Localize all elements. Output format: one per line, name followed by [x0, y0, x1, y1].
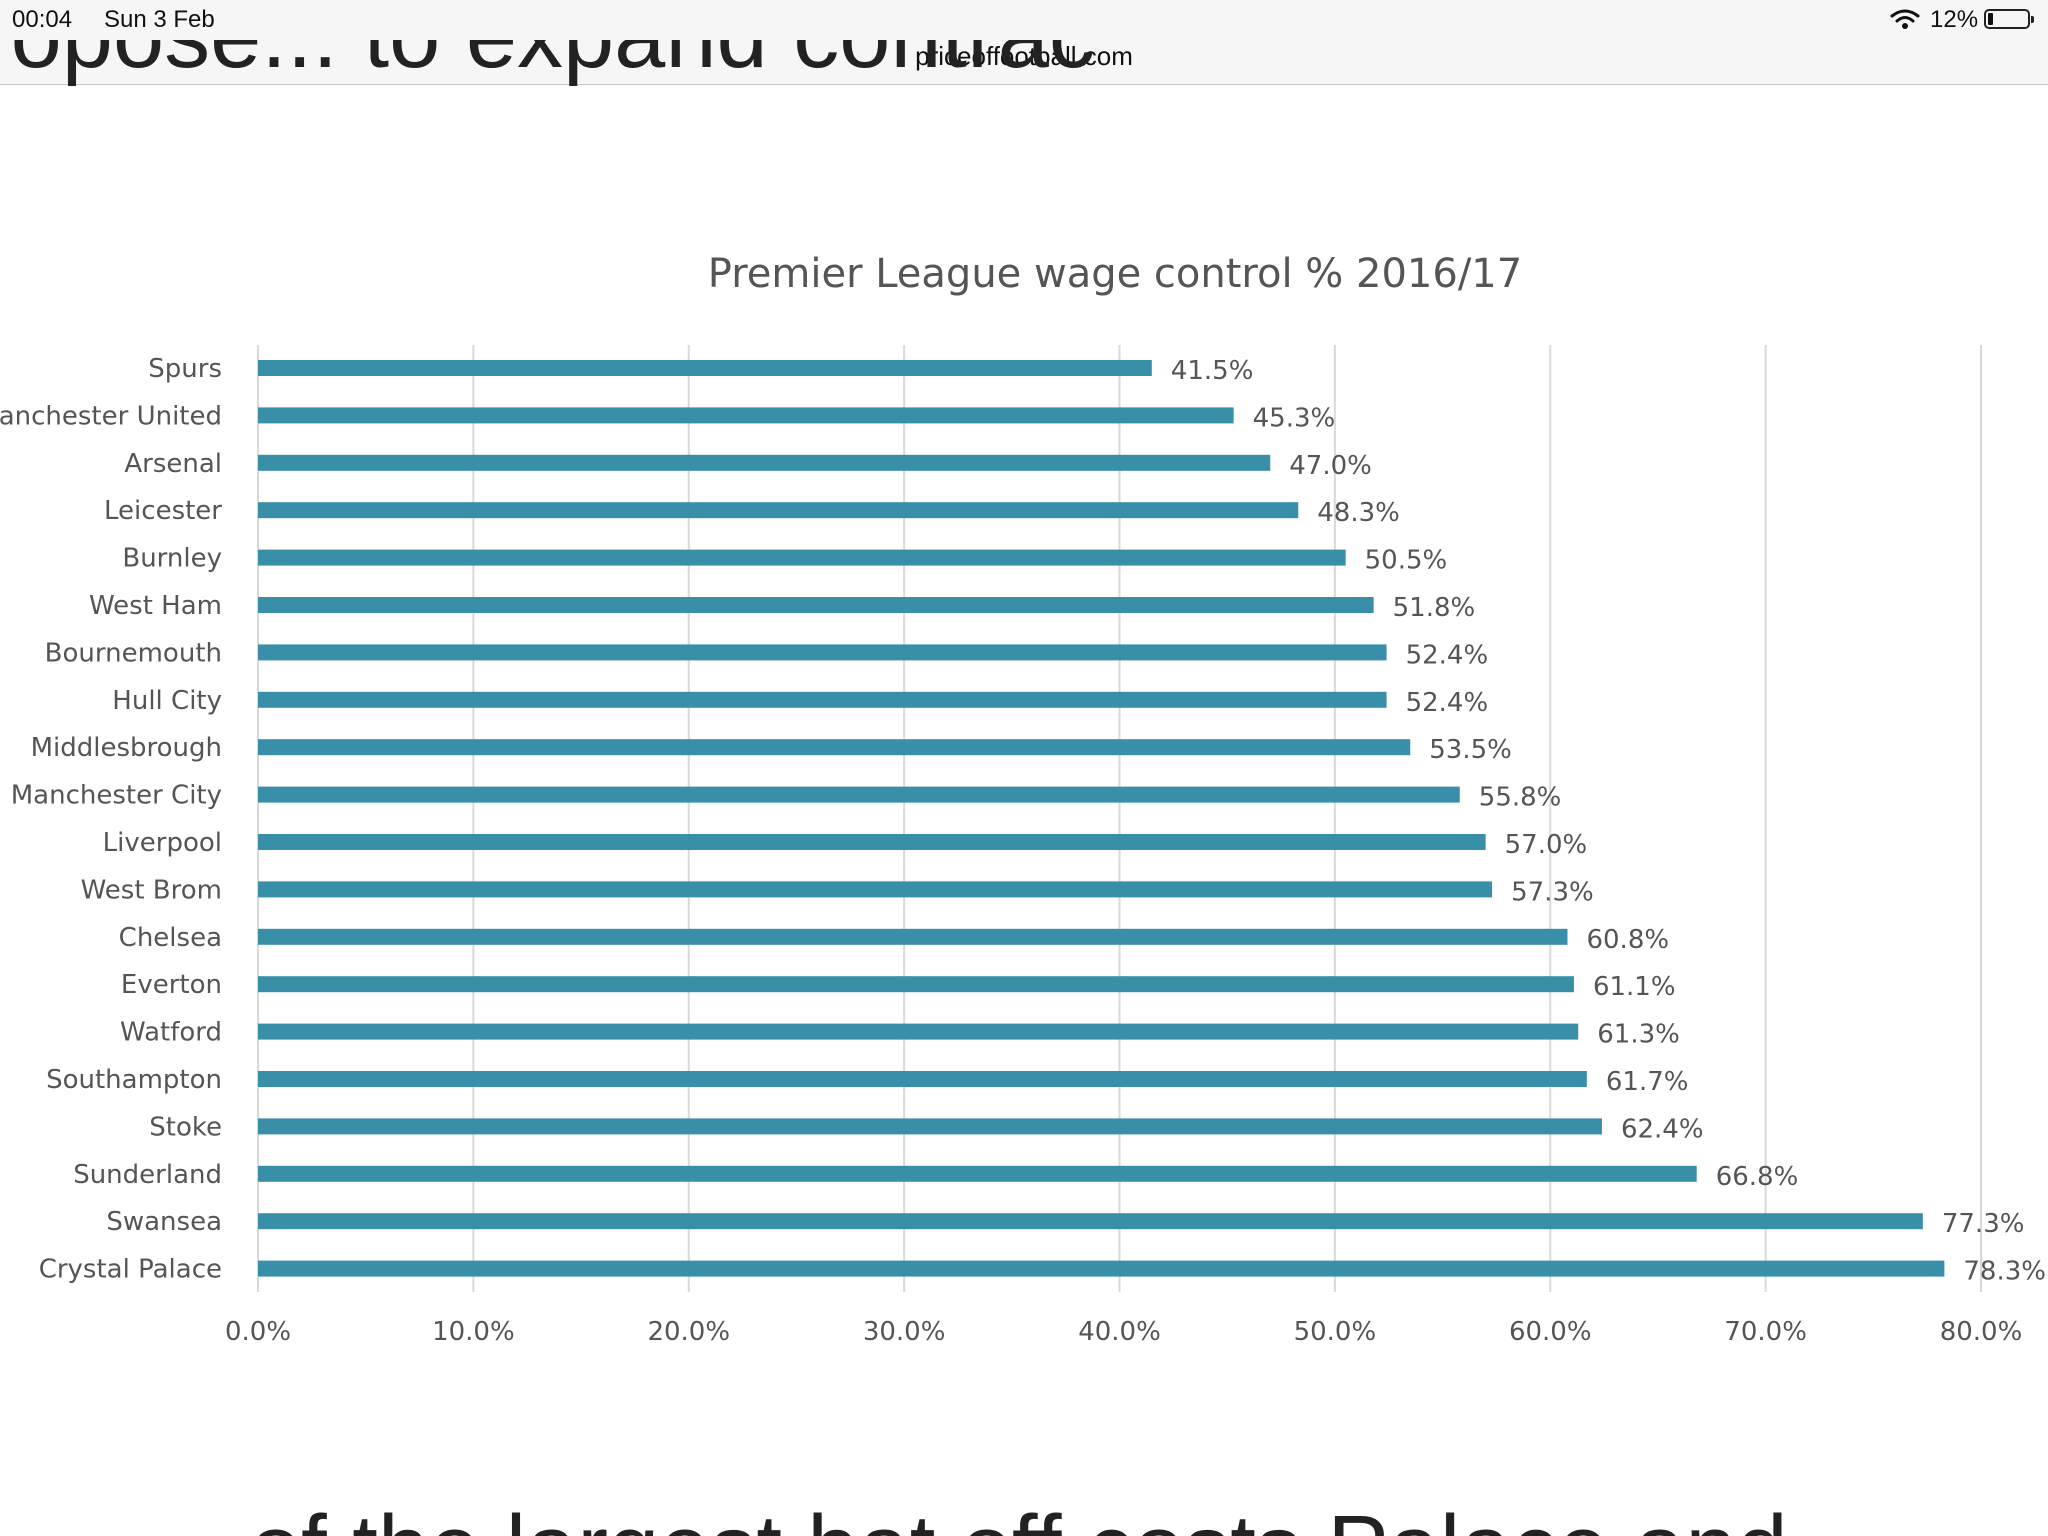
bar: [258, 1023, 1579, 1040]
category-labels: Spurs Manchester United Arsenal Leicester Bu…: [0, 354, 222, 1285]
bar: [258, 881, 1493, 898]
data-label: 60.8%: [1586, 925, 1669, 955]
x-tick-label: 20.0%: [647, 1317, 730, 1347]
status-date: Sun 3 Feb: [104, 6, 215, 33]
bar: [258, 549, 1346, 566]
bar: [258, 644, 1387, 661]
gridlines: [257, 345, 1982, 1292]
x-tick-label: 10.0%: [432, 1317, 515, 1347]
bar: [258, 407, 1234, 424]
data-label: 53.5%: [1429, 735, 1512, 765]
data-label: 61.1%: [1593, 972, 1676, 1002]
battery-percentage: 12%: [1930, 6, 1979, 33]
category-label: West Brom: [81, 875, 222, 905]
data-label: 51.8%: [1393, 593, 1476, 623]
category-label: Chelsea: [119, 923, 222, 953]
category-label: Manchester City: [11, 781, 222, 811]
address-bar-url[interactable]: priceoffootball.com: [915, 41, 1133, 71]
data-label: 77.3%: [1942, 1209, 2025, 1239]
category-label: Leicester: [104, 496, 222, 526]
x-tick-label: 40.0%: [1078, 1317, 1161, 1347]
value-labels: 41.5% 45.3% 47.0% 48.3% 50.5% 51.8% 52.4% 52.4%…: [1171, 356, 2046, 1287]
data-label: 78.3%: [1963, 1257, 2046, 1287]
category-label: Middlesbrough: [31, 733, 222, 763]
data-label: 41.5%: [1171, 356, 1254, 386]
category-label: Everton: [121, 970, 222, 1000]
category-label: West Ham: [89, 591, 222, 621]
data-label: 52.4%: [1406, 640, 1489, 670]
data-label: 47.0%: [1289, 451, 1372, 481]
bar: [258, 502, 1299, 519]
x-tick-label: 60.0%: [1509, 1317, 1592, 1347]
x-tick-label: 0.0%: [225, 1317, 291, 1347]
category-label: Southampton: [46, 1065, 222, 1095]
data-label: 50.5%: [1365, 546, 1448, 576]
wifi-icon: [1890, 9, 1920, 29]
bar: [258, 1165, 1697, 1182]
x-tick-label: 50.0%: [1294, 1317, 1377, 1347]
bar: [258, 1260, 1945, 1277]
category-label: Hull City: [112, 686, 222, 716]
data-label: 57.0%: [1505, 830, 1588, 860]
x-tick-label: 80.0%: [1940, 1317, 2023, 1347]
category-label: Stoke: [149, 1112, 222, 1142]
category-label: Burnley: [122, 544, 222, 574]
bar: [258, 739, 1411, 756]
data-label: 62.4%: [1621, 1114, 1704, 1144]
bar: [258, 1213, 1923, 1230]
status-bar: 00:04 Sun 3 Feb priceoffootball.com 12%: [0, 0, 2048, 85]
bar: [258, 1118, 1602, 1135]
status-time: 00:04: [12, 6, 73, 33]
category-label: Watford: [120, 1018, 222, 1048]
category-label: Bournemouth: [45, 638, 222, 668]
chart-title: Premier League wage control % 2016/17: [708, 251, 1522, 297]
x-tick-label: 30.0%: [863, 1317, 946, 1347]
category-label: Sunderland: [73, 1160, 222, 1190]
category-label: Spurs: [148, 354, 222, 384]
battery-icon: [1984, 9, 2034, 29]
data-label: 66.8%: [1716, 1162, 1799, 1192]
category-label: Swansea: [106, 1207, 222, 1237]
data-label: 52.4%: [1406, 688, 1489, 718]
bar: [258, 597, 1374, 613]
bar: [258, 454, 1271, 471]
category-label: Liverpool: [103, 828, 222, 858]
data-label: 57.3%: [1511, 877, 1594, 907]
bar: [258, 834, 1486, 850]
x-tick-label: 70.0%: [1724, 1317, 1807, 1347]
bar: [258, 360, 1152, 376]
bar: [258, 1071, 1587, 1087]
data-label: 61.3%: [1597, 1020, 1680, 1050]
category-label: Arsenal: [124, 449, 222, 479]
bar: [258, 691, 1387, 708]
x-axis-ticks: 0.0% 10.0% 20.0% 30.0% 40.0% 50.0% 60.0% 70.0% 8…: [225, 1317, 2022, 1347]
category-label: Crystal Palace: [39, 1255, 222, 1285]
bar: [258, 976, 1574, 993]
data-label: 61.7%: [1606, 1067, 1689, 1097]
data-label: 55.8%: [1479, 783, 1562, 813]
data-label: 45.3%: [1253, 403, 1336, 433]
bars: [258, 360, 1945, 1277]
bar: [258, 928, 1568, 945]
data-label: 48.3%: [1317, 498, 1400, 528]
bar: [258, 786, 1460, 803]
category-label: Manchester United: [0, 401, 222, 431]
